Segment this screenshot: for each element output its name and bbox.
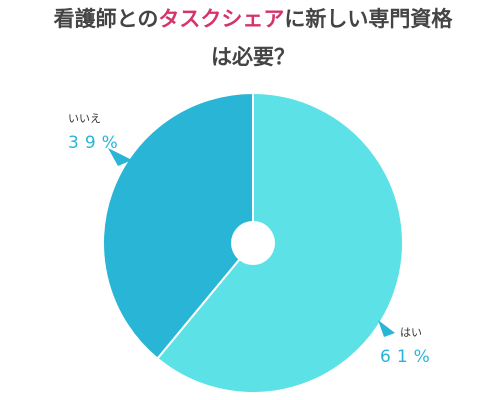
pie-slice <box>155 91 404 394</box>
category-label: いいえ <box>68 112 101 125</box>
chart-title: 看護師とのタスクシェアに新しい専門資格 <box>54 7 454 31</box>
category-label: はい <box>400 326 422 339</box>
pie-hole <box>231 221 275 265</box>
callout-pointer <box>108 148 132 166</box>
chart-title-line2: は必要？ <box>211 45 295 69</box>
value-label: 61% <box>380 347 436 367</box>
callout-pointer <box>378 320 395 337</box>
title-highlight: タスクシェア <box>158 7 284 31</box>
value-label: 39% <box>68 133 124 153</box>
pie-slice <box>102 91 254 360</box>
title-part: に新しい専門資格 <box>284 7 453 31</box>
pie <box>102 91 404 394</box>
title-part: 看護師との <box>54 7 159 31</box>
